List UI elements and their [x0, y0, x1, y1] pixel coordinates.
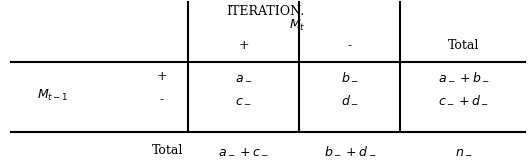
Text: +: +: [156, 70, 167, 83]
Text: $a_- + b_-$: $a_- + b_-$: [438, 70, 490, 83]
Text: +: +: [238, 39, 249, 52]
Text: $b_-$: $b_-$: [341, 70, 359, 83]
Text: Total: Total: [152, 144, 183, 157]
Text: $M_t$: $M_t$: [288, 18, 305, 33]
Text: Total: Total: [448, 39, 480, 52]
Text: -: -: [160, 93, 164, 106]
Text: $d_-$: $d_-$: [341, 93, 359, 106]
Text: $a_-$: $a_-$: [235, 70, 253, 83]
Text: $b_- + d_-$: $b_- + d_-$: [324, 144, 376, 157]
Text: $n_-$: $n_-$: [455, 144, 473, 157]
Text: $c_-$: $c_-$: [235, 93, 252, 106]
Text: -: -: [348, 39, 352, 52]
Text: $a_- + c_-$: $a_- + c_-$: [218, 144, 269, 157]
Text: $c_- + d_-$: $c_- + d_-$: [438, 93, 489, 106]
Text: ITERATION.: ITERATION.: [226, 5, 304, 18]
Text: $M_{t-1}$: $M_{t-1}$: [37, 88, 69, 103]
